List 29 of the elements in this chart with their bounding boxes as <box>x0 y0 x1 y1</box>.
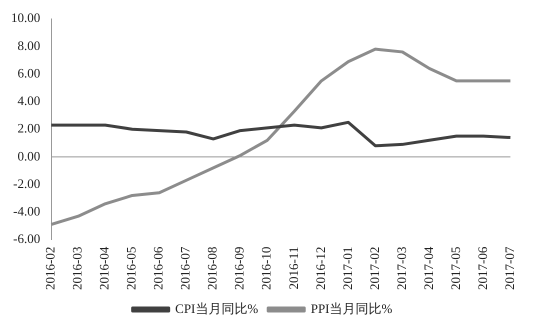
legend-label: CPI当月同比% <box>175 300 258 316</box>
y-tick-label: -6.00 <box>13 231 40 246</box>
x-tick-label: 2017-03 <box>394 246 409 290</box>
x-tick-label: 2016-05 <box>124 246 139 290</box>
y-tick-label: -4.00 <box>13 203 40 218</box>
x-tick-label: 2016-08 <box>204 246 220 290</box>
x-tick-label: 2017-06 <box>474 246 490 290</box>
x-tick-label: 2017-02 <box>366 246 382 290</box>
y-tick-label: -2.00 <box>13 176 40 191</box>
y-tick-label: 8.00 <box>18 38 40 53</box>
x-tick-label: 2017-01 <box>340 246 355 290</box>
legend-label: PPI当月同比% <box>310 300 393 316</box>
y-tick-label: 2.00 <box>18 120 40 136</box>
x-tick-label: 2017-07 <box>502 246 517 290</box>
x-tick-label: 2016-07 <box>178 246 193 290</box>
x-tick-label: 2016-02 <box>42 246 58 290</box>
y-tick-label: 6.00 <box>18 65 40 80</box>
x-tick-label: 2016-06 <box>150 246 166 290</box>
x-tick-label: 2017-05 <box>448 246 463 290</box>
y-tick-label: 4.00 <box>18 93 40 108</box>
y-tick-label: 10.00 <box>11 10 40 26</box>
x-tick-label: 2016-03 <box>70 246 85 290</box>
x-tick-label: 2017-04 <box>420 246 436 290</box>
y-tick-label: 0.00 <box>18 148 40 164</box>
x-tick-label: 2016-09 <box>232 246 247 290</box>
x-tick-label: 2016-04 <box>96 246 112 290</box>
x-tick-label: 2016-11 <box>286 246 301 290</box>
x-tick-label: 2016-10 <box>258 246 274 290</box>
x-tick-label: 2016-12 <box>312 246 328 290</box>
